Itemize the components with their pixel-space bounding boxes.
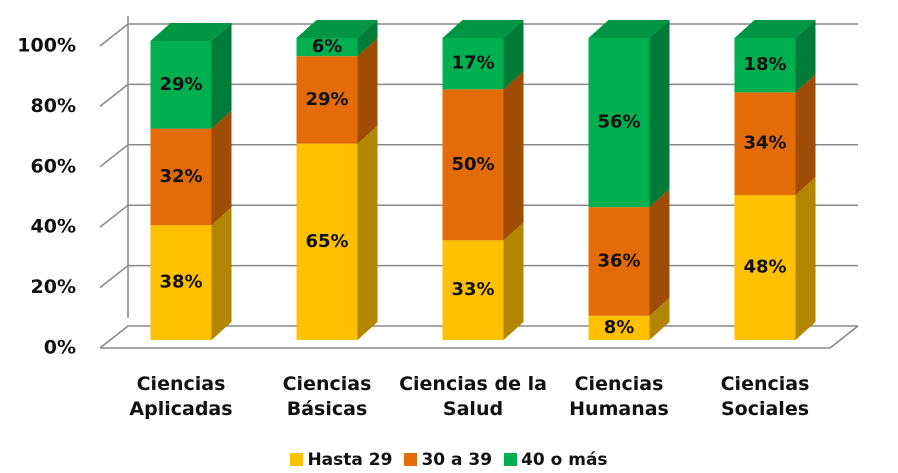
bar-segment <box>734 177 816 340</box>
bar-side <box>357 38 378 144</box>
y-tick-label: 40% <box>31 216 76 238</box>
bar-side <box>503 71 524 241</box>
bar-side <box>649 189 670 316</box>
x-tick-label: Ciencias de la Salud <box>399 373 547 420</box>
bar-side <box>795 177 816 340</box>
data-label: 34% <box>743 133 786 154</box>
y-tick-label: 20% <box>31 276 76 298</box>
bar-segment <box>734 20 816 93</box>
x-tick-label: Ciencias Sociales <box>720 373 810 420</box>
bar-front <box>588 315 650 340</box>
legend-swatch <box>290 453 304 466</box>
y-tick-label: 60% <box>31 155 76 177</box>
floor-edge <box>829 325 859 349</box>
y-tick-label: 100% <box>17 35 76 57</box>
legend: Hasta 29 30 a 39 40 o más <box>0 450 898 470</box>
bar-front <box>734 38 796 93</box>
bar-front <box>442 38 504 90</box>
bar-front <box>588 207 650 316</box>
bar-side <box>795 20 816 93</box>
legend-item: 40 o más <box>504 450 608 470</box>
bar-segment <box>150 207 232 340</box>
legend-label: 30 a 39 <box>421 450 493 470</box>
bar-top <box>150 23 232 42</box>
bar-front <box>734 92 796 196</box>
data-label: 17% <box>451 53 494 74</box>
legend-swatch <box>504 453 518 466</box>
data-label: 29% <box>159 74 202 95</box>
bar-segment <box>296 38 378 144</box>
bar-top <box>734 20 816 38</box>
bar-side <box>795 74 816 196</box>
data-label: 33% <box>451 279 494 300</box>
bar-front <box>150 225 212 340</box>
legend-item: 30 a 39 <box>404 450 492 470</box>
bar-segment <box>588 20 670 208</box>
data-label: 56% <box>597 112 640 133</box>
bar-side <box>211 110 232 226</box>
data-label: 65% <box>305 231 348 252</box>
legend-item: Hasta 29 <box>290 450 392 470</box>
data-label: 6% <box>312 36 343 57</box>
bar-top <box>588 20 670 38</box>
bar-segment <box>442 20 524 90</box>
bar-side <box>211 207 232 340</box>
bar-segment <box>296 20 378 57</box>
bar-segment <box>442 222 524 340</box>
bar-front <box>150 128 212 226</box>
y-tick-label: 80% <box>31 95 76 117</box>
data-label: 38% <box>159 272 202 293</box>
data-label: 18% <box>743 54 786 75</box>
bar-side <box>357 20 378 57</box>
bar-front <box>734 195 796 340</box>
bar-front <box>296 143 358 340</box>
bar-front <box>296 38 358 57</box>
legend-label: 40 o más <box>521 450 608 470</box>
x-tick-label: Ciencias Básicas <box>282 373 372 420</box>
data-label: 8% <box>604 317 635 338</box>
bar-segment <box>150 23 232 129</box>
bar-segment <box>588 189 670 316</box>
bar-segment <box>150 110 232 226</box>
bar-front <box>442 89 504 241</box>
bar-front <box>588 38 650 208</box>
bar-segment <box>588 297 670 340</box>
bar-segment <box>734 74 816 196</box>
bar-top <box>296 20 378 38</box>
bar-segment <box>442 71 524 241</box>
bar-front <box>296 56 358 144</box>
bar-side <box>357 125 378 340</box>
bar-top <box>442 20 524 38</box>
bar-front <box>150 41 212 129</box>
bar-side <box>649 20 670 208</box>
bar-side <box>649 297 670 340</box>
bar-segment <box>296 125 378 340</box>
legend-label: Hasta 29 <box>307 450 393 470</box>
data-label: 50% <box>451 154 494 175</box>
x-tick-label: Ciencias Humanas <box>569 373 669 420</box>
data-label: 36% <box>597 250 640 271</box>
data-label: 48% <box>743 257 786 278</box>
x-tick-label: Ciencias Aplicadas <box>129 373 233 420</box>
bar-front <box>442 240 504 340</box>
bar-side <box>211 23 232 129</box>
data-label: 29% <box>305 89 348 110</box>
data-label: 32% <box>159 166 202 187</box>
y-tick-label: 0% <box>44 337 76 359</box>
bar-side <box>503 20 524 90</box>
bar-side <box>503 222 524 340</box>
legend-swatch <box>404 453 418 466</box>
